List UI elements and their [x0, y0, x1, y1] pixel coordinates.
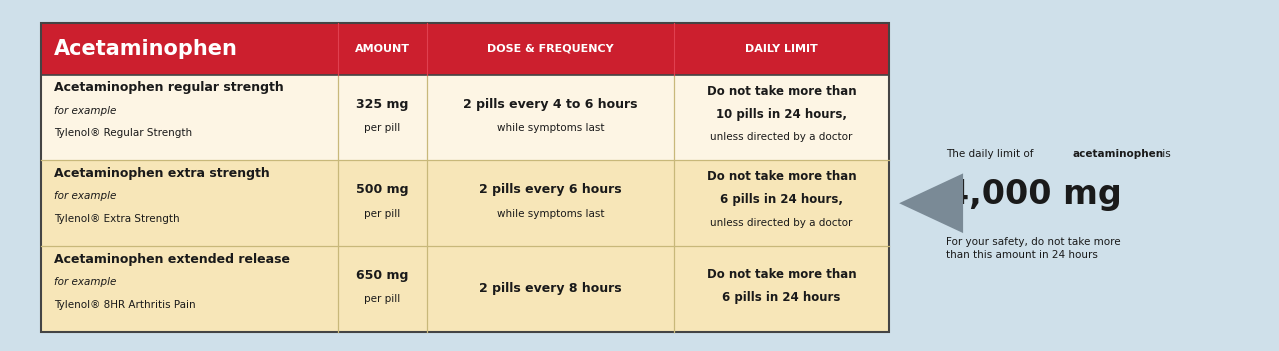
Text: Tylenol® Extra Strength: Tylenol® Extra Strength [54, 214, 179, 224]
Polygon shape [899, 173, 963, 233]
Text: Do not take more than: Do not take more than [707, 268, 856, 282]
Text: 2 pills every 6 hours: 2 pills every 6 hours [480, 183, 622, 197]
Text: per pill: per pill [365, 294, 400, 304]
Text: is: is [1159, 150, 1172, 159]
Text: 4,000 mg: 4,000 mg [946, 178, 1122, 211]
Text: 2 pills every 8 hours: 2 pills every 8 hours [480, 282, 622, 296]
Text: for example: for example [54, 106, 116, 115]
Text: while symptoms last: while symptoms last [496, 123, 605, 133]
Text: Tylenol® 8HR Arthritis Pain: Tylenol® 8HR Arthritis Pain [54, 300, 196, 310]
Text: 6 pills in 24 hours: 6 pills in 24 hours [723, 291, 840, 304]
Text: acetaminophen: acetaminophen [1073, 150, 1164, 159]
Text: 6 pills in 24 hours,: 6 pills in 24 hours, [720, 193, 843, 206]
Text: The daily limit of: The daily limit of [946, 150, 1037, 159]
Text: Do not take more than: Do not take more than [707, 85, 856, 98]
Bar [41, 246, 889, 332]
Text: Acetaminophen extra strength: Acetaminophen extra strength [54, 167, 270, 180]
Text: Acetaminophen: Acetaminophen [54, 39, 238, 59]
Text: per pill: per pill [365, 209, 400, 219]
Bar [41, 23, 889, 332]
Bar [41, 75, 889, 160]
Text: 10 pills in 24 hours,: 10 pills in 24 hours, [716, 107, 847, 121]
Text: DAILY LIMIT: DAILY LIMIT [746, 44, 817, 54]
Text: per pill: per pill [365, 123, 400, 133]
Text: for example: for example [54, 277, 116, 287]
Text: unless directed by a doctor: unless directed by a doctor [710, 218, 853, 227]
Text: Tylenol® Regular Strength: Tylenol® Regular Strength [54, 128, 192, 138]
Text: for example: for example [54, 191, 116, 201]
Bar [41, 160, 889, 246]
Text: 650 mg: 650 mg [357, 269, 408, 282]
Text: 500 mg: 500 mg [356, 183, 409, 197]
Text: unless directed by a doctor: unless directed by a doctor [710, 132, 853, 142]
Text: DOSE & FREQUENCY: DOSE & FREQUENCY [487, 44, 614, 54]
Text: 2 pills every 4 to 6 hours: 2 pills every 4 to 6 hours [463, 98, 638, 111]
Bar [41, 23, 889, 75]
Text: while symptoms last: while symptoms last [496, 209, 605, 219]
Text: For your safety, do not take more
than this amount in 24 hours: For your safety, do not take more than t… [946, 237, 1122, 260]
Text: 325 mg: 325 mg [357, 98, 408, 111]
Text: Do not take more than: Do not take more than [707, 170, 856, 184]
Text: Acetaminophen regular strength: Acetaminophen regular strength [54, 81, 284, 94]
Text: Acetaminophen extended release: Acetaminophen extended release [54, 252, 290, 266]
Text: AMOUNT: AMOUNT [354, 44, 411, 54]
